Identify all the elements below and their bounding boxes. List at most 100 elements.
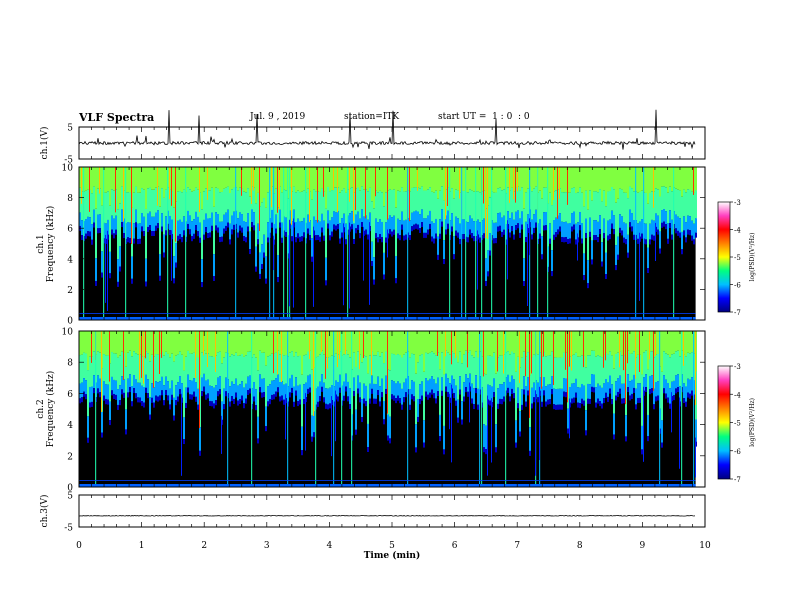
spectrogram-band-fade [641,233,643,239]
spectrogram-band-mid [631,353,633,380]
spectrogram-band-mid [417,362,419,400]
spectrogram-band-fade [411,226,413,232]
spectrogram-band-fade [217,391,219,397]
spectrogram-band-high [363,167,365,190]
spectrogram-band-mid [521,357,523,390]
spectrogram-band-mid [611,355,613,385]
spectrogram-band-fade [355,429,357,435]
spectrogram-intense-streak [653,331,654,391]
spectrogram-band-high [111,331,113,353]
spectrogram-band-edge [611,210,613,224]
spectrogram-intense-streak [363,331,364,359]
spectrogram-band-fade [243,403,245,409]
spectrogram-band-edge [609,219,611,235]
spectrogram-band-mid [539,190,541,219]
spectrogram-band-mid [591,350,593,375]
spectrogram-band-high [403,167,405,192]
spectrogram-band-fade [603,233,605,239]
spectrogram-band-edge [679,386,681,402]
ylabel-line: ch.3(V) [39,495,50,528]
spectrogram-band-mid [687,352,689,379]
spectrogram-band-high [243,331,245,357]
spectrogram-band-high [93,331,95,352]
spectrogram-band-high [303,167,305,191]
spectrogram-band-fade [573,224,575,230]
spectrogram-band-fade [223,228,225,234]
spectrogram-band-fade [431,236,433,242]
spectrogram-band-fade [273,394,275,400]
spectrogram-band-edge [379,219,381,235]
spectrogram-band-high [493,167,495,193]
spectrogram-band-mid [491,356,493,387]
spectrogram-band-fade [311,436,313,442]
spectrogram-band-mid [431,191,433,222]
spectrogram-band-edge [597,221,599,238]
x-tick-label: 10 [699,541,711,551]
spectrogram-band-fade [229,401,231,407]
spectrogram-band-edge [585,218,587,234]
spectrogram-band-high [193,331,195,353]
spectrogram-band-fade [283,399,285,405]
spectrogram-band-edge [133,375,135,389]
spectrogram-band-edge [259,252,261,274]
spectrogram-band-edge [367,219,369,235]
spectrogram-band-fade [393,395,395,401]
spectrogram-band-mid [147,353,149,380]
spectrogram-band-edge [555,389,557,405]
spectrogram-band-high [319,167,321,193]
spectrogram-band-mid [579,187,581,213]
spectrogram-band-high [103,331,105,355]
spectrogram-band-edge [135,379,137,394]
spectrogram-band-fade [107,399,109,405]
spectrogram-band-mid [515,371,517,421]
spectrogram-band-high [143,167,145,190]
spectrogram-band-edge [177,382,179,397]
spectrogram-band-mid [147,188,149,214]
spectrogram-band-high [383,331,385,364]
spectrogram-band-edge [397,218,399,234]
spectrogram-band-fade [485,281,487,287]
spectrogram-band-high [153,167,155,190]
spectrogram-sferic [505,331,507,487]
spectrogram-band-mid [459,351,461,377]
spectrogram-band-high [413,167,415,188]
spectrogram-band-fade [189,394,191,400]
spectrogram-band-mid [547,355,549,385]
spectrogram-band-high [89,331,91,357]
spectrogram-band-mid [519,190,521,219]
spectrogram-band-high [365,331,367,357]
spectrogram-band-fade [653,235,655,241]
spectrogram-band-edge [625,415,627,437]
spectrogram-band-fade [395,278,397,284]
spectrogram-band-high [239,331,241,356]
spectrogram-band-high [535,167,537,187]
spectrogram-band-edge [597,383,599,399]
spectrogram-band-fade [533,227,535,233]
spectrogram-band-high [87,331,89,371]
spectrogram-band-mid [483,373,485,425]
spectrogram-band-mid [81,354,83,383]
spectrogram-band-mid [271,353,273,381]
spectrogram-band-high [629,167,631,187]
spectrogram-band-mid [159,206,161,255]
spectrogram-band-mid [629,353,631,382]
spectrogram-band-high [649,167,651,193]
spectrogram-band-fade [137,239,139,245]
spectrogram-band-high [285,167,287,191]
spectrogram-sferic [481,331,483,487]
spectrogram-band-fade [403,235,405,241]
spectrogram-band-mid [243,191,245,221]
colorbar-tick-label: -4 [734,227,741,235]
spectrogram-band-high [187,331,189,351]
spectrogram-band-fade [645,239,647,245]
spectrogram-band-fade [605,392,607,398]
spectrogram-band-mid [677,189,679,217]
spectrogram-band-high [581,331,583,356]
spectrogram-band-mid [219,192,221,222]
spectrogram-band-edge [117,389,119,405]
spectrogram-band-high [399,167,401,192]
spectrogram-band-high [257,167,259,193]
spectrogram-band-mid [221,191,223,222]
spectrogram-band-mid [665,353,667,380]
spectrogram-band-fade [373,398,375,404]
